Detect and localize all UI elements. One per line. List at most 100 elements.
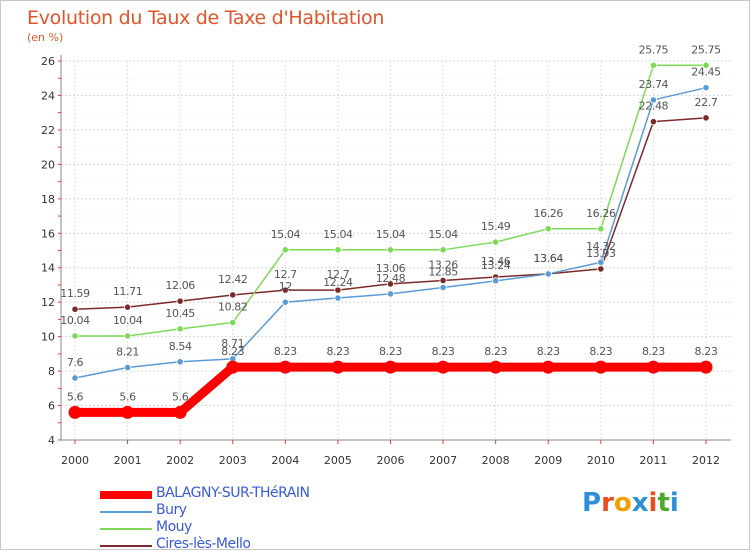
data-label: 5.6	[67, 390, 84, 403]
data-point	[649, 61, 658, 69]
data-label: 12	[279, 280, 292, 293]
data-point	[334, 246, 342, 254]
legend-label: Cires-lès-Mello	[156, 536, 251, 552]
logo-letter: r	[601, 488, 614, 518]
logo-letter: x	[631, 488, 649, 518]
data-point	[229, 318, 237, 327]
y-tick-label: 4	[48, 434, 55, 447]
data-point	[594, 360, 608, 374]
x-tick-label: 2005	[324, 454, 352, 467]
x-tick-label: 2008	[482, 454, 510, 467]
legend-swatch	[100, 545, 152, 547]
data-label: 22.48	[639, 100, 669, 113]
data-point	[386, 246, 395, 254]
data-label: 11.71	[113, 285, 143, 298]
data-point	[489, 360, 503, 374]
data-point	[597, 225, 605, 233]
data-point	[229, 291, 237, 299]
data-point	[123, 332, 132, 340]
logo-letter: t	[657, 488, 670, 518]
data-label: 10.04	[60, 314, 90, 327]
y-tick-label: 24	[41, 89, 55, 102]
data-label: 5.6	[119, 390, 136, 403]
data-label: 8.23	[642, 345, 665, 358]
y-tick-label: 14	[41, 262, 55, 275]
data-label: 15.04	[323, 228, 353, 241]
data-label: 13.64	[534, 252, 564, 265]
data-label: 13.26	[428, 258, 458, 271]
data-label: 25.75	[639, 43, 669, 56]
data-point	[492, 238, 500, 246]
data-point	[649, 96, 658, 104]
data-point	[541, 360, 555, 374]
x-tick-label: 2004	[271, 454, 299, 467]
x-tick-label: 2010	[587, 454, 615, 467]
y-tick-label: 18	[41, 193, 55, 206]
data-point	[649, 118, 658, 126]
data-point	[176, 358, 184, 366]
data-point	[226, 360, 240, 374]
data-point	[439, 283, 447, 292]
data-label: 22.7	[695, 96, 718, 109]
data-point	[334, 286, 342, 294]
data-point	[123, 303, 132, 311]
legend-swatch	[100, 528, 152, 530]
x-tick-label: 2007	[429, 454, 457, 467]
data-point	[597, 258, 605, 266]
data-label: 8.23	[326, 345, 349, 358]
data-label: 13.46	[481, 255, 511, 268]
data-label: 8.23	[537, 345, 560, 358]
data-point	[384, 360, 397, 374]
data-point	[71, 305, 79, 313]
data-point	[702, 114, 710, 122]
data-point	[281, 246, 289, 254]
data-label: 8.54	[169, 340, 192, 353]
y-tick-label: 10	[41, 331, 55, 344]
proxiti-logo: Proxiti	[582, 488, 679, 518]
data-label: 8.21	[116, 345, 139, 358]
data-point	[544, 225, 552, 233]
x-tick-label: 2002	[166, 454, 194, 467]
data-label: 13.06	[376, 262, 406, 275]
data-label: 8.71	[221, 337, 244, 350]
data-point	[121, 405, 135, 419]
x-tick-label: 2003	[219, 454, 247, 467]
data-label: 8.23	[379, 345, 402, 358]
data-label: 8.23	[589, 345, 612, 358]
x-tick-label: 2006	[377, 454, 405, 467]
data-label: 7.6	[67, 356, 84, 369]
data-label: 8.23	[221, 345, 244, 358]
data-label: 8.23	[695, 345, 718, 358]
logo-letter: i	[648, 488, 658, 518]
data-label: 24.45	[691, 66, 721, 79]
data-label: 12.06	[165, 279, 195, 292]
y-tick-label: 20	[41, 158, 55, 171]
x-tick-label: 2011	[639, 454, 667, 467]
data-point	[439, 246, 447, 254]
data-point	[176, 297, 184, 305]
data-label: 10.04	[113, 314, 143, 327]
data-point	[123, 363, 132, 372]
data-label: 13.64	[534, 252, 564, 265]
data-point	[544, 270, 552, 278]
y-tick-label: 26	[41, 55, 55, 68]
legend-label: Bury	[156, 502, 187, 518]
legend-label: Mouy	[156, 519, 192, 535]
data-label: 12.7	[326, 268, 349, 281]
data-point	[699, 360, 713, 374]
data-label: 10.45	[165, 307, 195, 320]
data-point	[386, 290, 395, 298]
data-label: 12.7	[274, 268, 297, 281]
legend-label: BALAGNY-SUR-THéRAIN	[156, 485, 310, 501]
y-tick-label: 12	[41, 296, 55, 309]
data-point	[439, 276, 447, 285]
data-label: 12.24	[323, 276, 353, 289]
axes: 4 6 8 10 12 14 16 18 20 22 24 26 2000 2001 2002 2003 200…	[41, 55, 731, 467]
logo-letter: i	[669, 488, 679, 518]
data-label: 5.6	[172, 390, 189, 403]
data-label: 16.26	[586, 207, 616, 220]
y-tick-label: 16	[41, 227, 55, 240]
logo-letter: P	[582, 488, 602, 518]
x-tick-label: 2000	[61, 454, 89, 467]
